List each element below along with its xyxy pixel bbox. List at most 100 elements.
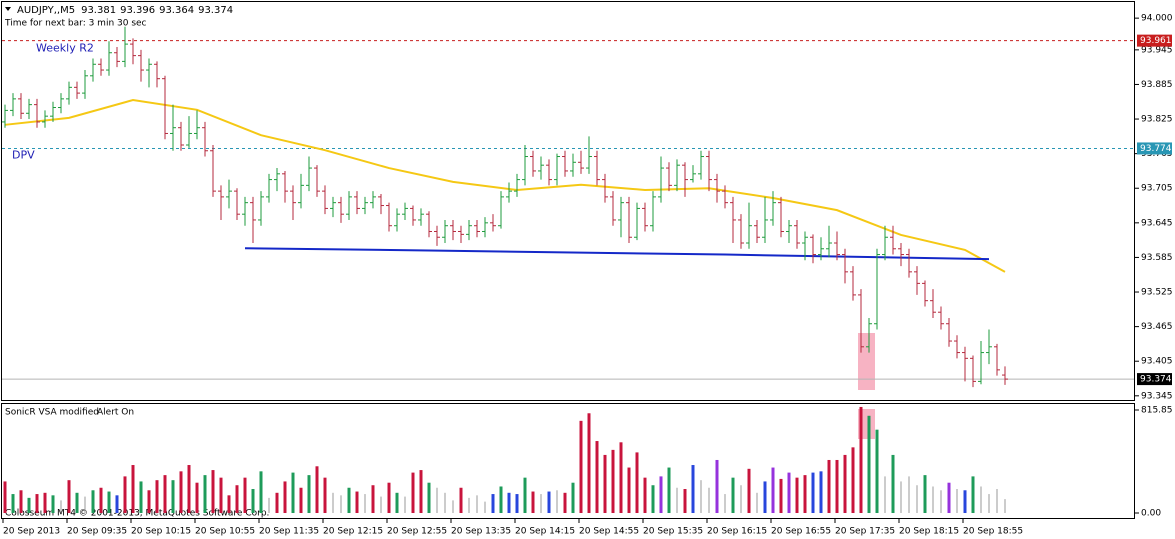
- volume-bar: [659, 476, 663, 514]
- y-tick-label: 93.885: [1141, 80, 1173, 90]
- volume-bar: [123, 476, 127, 514]
- volume-bar: [515, 494, 519, 514]
- level-name: DPV: [12, 148, 35, 161]
- menu-arrow[interactable]: [5, 7, 11, 11]
- volume-bar: [571, 482, 575, 514]
- volume-bar: [35, 494, 39, 514]
- volume-bar: [676, 487, 678, 514]
- volume-bar: [227, 495, 231, 514]
- volume-bar: [980, 486, 982, 514]
- volume-bar: [332, 492, 334, 514]
- volume-bar: [155, 480, 159, 514]
- volume-bar: [963, 490, 967, 514]
- volume-bar: [139, 481, 143, 514]
- y-tick-label: 93.705: [1141, 184, 1173, 194]
- volume-bar: [771, 467, 775, 514]
- volume-bar: [171, 480, 175, 514]
- volume-bar: [427, 482, 431, 514]
- x-tick-label: 20 Sep 18:15: [899, 527, 959, 537]
- volume-bar: [444, 492, 446, 514]
- level-price-box: [1137, 34, 1172, 47]
- volume-bar: [19, 490, 23, 514]
- volume-bar: [91, 490, 95, 514]
- x-tick-label: 20 Sep 14:55: [579, 527, 639, 537]
- volume-bar: [643, 477, 647, 514]
- volume-bar: [203, 475, 207, 514]
- y-tick-label: 0.00: [1141, 509, 1161, 519]
- x-tick-label: 20 Sep 12:55: [387, 527, 447, 537]
- y-tick-label: 93.465: [1141, 322, 1173, 332]
- level-price: 93.961: [1140, 36, 1172, 46]
- volume-bar: [619, 442, 623, 514]
- x-tick-label: 20 Sep 16:15: [707, 527, 767, 537]
- volume-bar: [307, 475, 311, 514]
- volume-bar: [811, 472, 815, 514]
- volume-bar: [1004, 499, 1006, 514]
- x-tick-label: 20 Sep 14:15: [515, 527, 575, 537]
- volume-bar: [115, 495, 119, 514]
- y-tick-label: 93.825: [1141, 115, 1173, 125]
- close: 93.374: [198, 5, 233, 16]
- volume-bar: [859, 406, 863, 514]
- volume-bar: [380, 496, 382, 514]
- volume-bar: [387, 482, 391, 514]
- y-tick-label: 93.345: [1141, 391, 1173, 401]
- volume-bar: [563, 492, 567, 514]
- volume-bar: [107, 491, 111, 514]
- level-price: 93.774: [1140, 144, 1172, 154]
- volume-bar: [523, 477, 527, 514]
- volume-bar: [163, 475, 167, 514]
- y-tick-label: 93.645: [1141, 218, 1173, 228]
- volume-bar: [708, 487, 710, 514]
- volume-bar: [299, 487, 303, 514]
- volume-bar: [603, 454, 607, 514]
- high: 93.396: [120, 5, 155, 16]
- timer: Time for next bar: 3 min 30 sec: [4, 19, 147, 29]
- volume-bar: [251, 489, 255, 514]
- x-tick-label: 20 Sep 15:35: [643, 527, 703, 537]
- volume-bar: [75, 492, 79, 514]
- volume-bar: [323, 477, 327, 514]
- volume-bar: [724, 494, 726, 514]
- indicator-title: SonicR VSA modified: [5, 408, 99, 418]
- level-name: Weekly R2: [36, 42, 94, 55]
- y-tick-label: 93.405: [1141, 357, 1173, 367]
- volume-bar: [187, 465, 191, 514]
- volume-bar: [484, 501, 486, 514]
- volume-bar: [884, 476, 886, 514]
- price-panel: [1, 1, 1135, 401]
- volume-bar: [419, 470, 423, 514]
- volume-bar: [436, 487, 438, 514]
- volume-bar: [579, 420, 583, 514]
- volume-bar: [51, 495, 55, 514]
- y-tick-label: 93.525: [1141, 288, 1173, 298]
- volume-bar: [956, 489, 958, 514]
- y-tick-label: 815.85: [1141, 406, 1173, 416]
- volume-bar: [452, 500, 454, 514]
- volume-bar: [540, 494, 542, 514]
- volume-bar: [587, 413, 591, 514]
- volume-bar: [27, 497, 31, 514]
- volume-bar: [476, 495, 478, 514]
- volume-bar: [275, 492, 279, 514]
- volume-bar: [635, 452, 639, 514]
- volume-bar: [468, 497, 470, 514]
- volume-bar: [219, 477, 223, 514]
- current-price: 93.374: [1140, 375, 1172, 385]
- volume-bar: [395, 492, 399, 514]
- volume-bar: [835, 459, 839, 514]
- volume-bar: [459, 487, 463, 514]
- volume-bar: [916, 485, 918, 514]
- volume-bar: [627, 467, 631, 514]
- volume-bar: [940, 490, 942, 514]
- volume-bar: [667, 467, 671, 514]
- y-tick-label: 94.000: [1141, 14, 1173, 24]
- volume-bar: [291, 472, 295, 514]
- x-tick-label: 20 Sep 13:35: [451, 527, 511, 537]
- volume-bar: [691, 465, 695, 514]
- volume-bar: [747, 468, 751, 514]
- volume-bar: [179, 471, 183, 514]
- volume-bar: [700, 480, 702, 514]
- volume-bar: [556, 490, 558, 514]
